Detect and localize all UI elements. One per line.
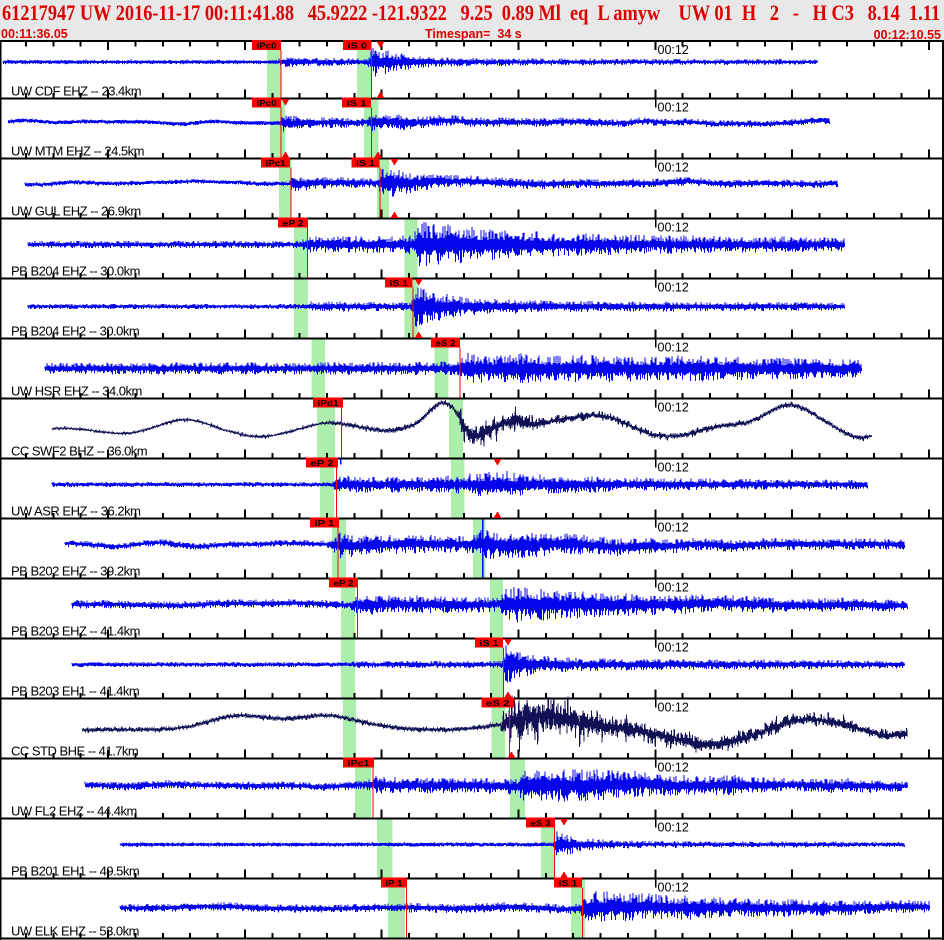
svg-text:eS 3: eS 3 xyxy=(531,818,551,828)
svg-text:iP 1: iP 1 xyxy=(315,518,335,528)
svg-text:PB B204 EH2 -- 30.0km: PB B204 EH2 -- 30.0km xyxy=(11,324,139,339)
svg-text:iPc1: iPc1 xyxy=(348,758,370,768)
svg-text:PB B203 EH1 -- 41.4km: PB B203 EH1 -- 41.4km xyxy=(11,684,139,699)
svg-text:iS 0: iS 0 xyxy=(348,41,368,51)
svg-text:61217947 UW 2016-11-17 00:11:4: 61217947 UW 2016-11-17 00:11:41.88 45.92… xyxy=(2,0,940,25)
svg-text:iPd1: iPd1 xyxy=(318,398,339,408)
svg-text:PB B202 EHZ -- 39.2km: PB B202 EHZ -- 39.2km xyxy=(11,564,140,579)
svg-text:00:12: 00:12 xyxy=(658,821,689,835)
svg-text:00:12: 00:12 xyxy=(658,101,689,115)
svg-text:eP 2: eP 2 xyxy=(334,578,354,588)
svg-text:00:12: 00:12 xyxy=(658,521,689,535)
svg-text:00:12: 00:12 xyxy=(658,881,689,895)
svg-text:Timespan= 34 s: Timespan= 34 s xyxy=(425,27,522,41)
svg-text:PB B204 EHZ -- 30.0km: PB B204 EHZ -- 30.0km xyxy=(11,264,140,279)
svg-text:eS 2: eS 2 xyxy=(436,338,456,348)
svg-text:UW ELK EHZ -- 53.0km: UW ELK EHZ -- 53.0km xyxy=(11,924,139,939)
svg-text:00:12: 00:12 xyxy=(658,701,689,715)
svg-text:UW ASR EHZ -- 36.2km: UW ASR EHZ -- 36.2km xyxy=(11,504,140,519)
svg-text:00:12:10.55: 00:12:10.55 xyxy=(874,28,941,42)
svg-text:00:12: 00:12 xyxy=(658,401,689,415)
svg-text:00:12: 00:12 xyxy=(658,461,689,475)
svg-text:00:12: 00:12 xyxy=(658,341,689,355)
svg-text:00:12: 00:12 xyxy=(658,221,689,235)
svg-text:iS 1: iS 1 xyxy=(559,878,578,888)
svg-text:CC STD BHE -- 41.7km: CC STD BHE -- 41.7km xyxy=(11,744,138,759)
svg-text:PB B201 EH1 -- 49.5km: PB B201 EH1 -- 49.5km xyxy=(11,864,139,879)
svg-text:UW CDF EHZ -- 23.4km: UW CDF EHZ -- 23.4km xyxy=(11,84,141,99)
svg-text:00:12: 00:12 xyxy=(658,761,689,775)
svg-text:iS 1: iS 1 xyxy=(356,158,375,168)
svg-text:eP 2: eP 2 xyxy=(283,218,304,228)
svg-text:iPc0: iPc0 xyxy=(257,98,277,108)
svg-text:eS 2: eS 2 xyxy=(486,698,510,708)
svg-text:00:11:36.05: 00:11:36.05 xyxy=(1,27,68,41)
svg-text:00:12: 00:12 xyxy=(658,161,689,175)
svg-text:00:12: 00:12 xyxy=(658,43,689,57)
svg-text:CC SWF2 BHZ -- 36.0km: CC SWF2 BHZ -- 36.0km xyxy=(11,444,147,459)
svg-text:iS 1: iS 1 xyxy=(390,278,409,288)
svg-text:UW HSR EHZ -- 34.0km: UW HSR EHZ -- 34.0km xyxy=(11,384,142,399)
svg-text:iPc1: iPc1 xyxy=(266,158,286,168)
svg-text:UW MTM EHZ -- 24.5km: UW MTM EHZ -- 24.5km xyxy=(11,144,144,159)
svg-text:PB B203 EHZ -- 41.4km: PB B203 EHZ -- 41.4km xyxy=(11,624,140,639)
svg-text:00:12: 00:12 xyxy=(658,281,689,295)
svg-text:iS 1: iS 1 xyxy=(480,638,499,648)
svg-text:UW FL2 EHZ -- 44.4km: UW FL2 EHZ -- 44.4km xyxy=(11,804,137,819)
svg-text:00:12: 00:12 xyxy=(658,641,689,655)
svg-text:00:12: 00:12 xyxy=(658,581,689,595)
svg-text:iP 1: iP 1 xyxy=(386,878,403,888)
svg-text:iS 1: iS 1 xyxy=(347,98,367,108)
svg-text:eP 2: eP 2 xyxy=(311,458,334,468)
svg-text:iPc0: iPc0 xyxy=(257,41,277,51)
svg-text:UW GUL EHZ -- 26.9km: UW GUL EHZ -- 26.9km xyxy=(11,204,141,219)
